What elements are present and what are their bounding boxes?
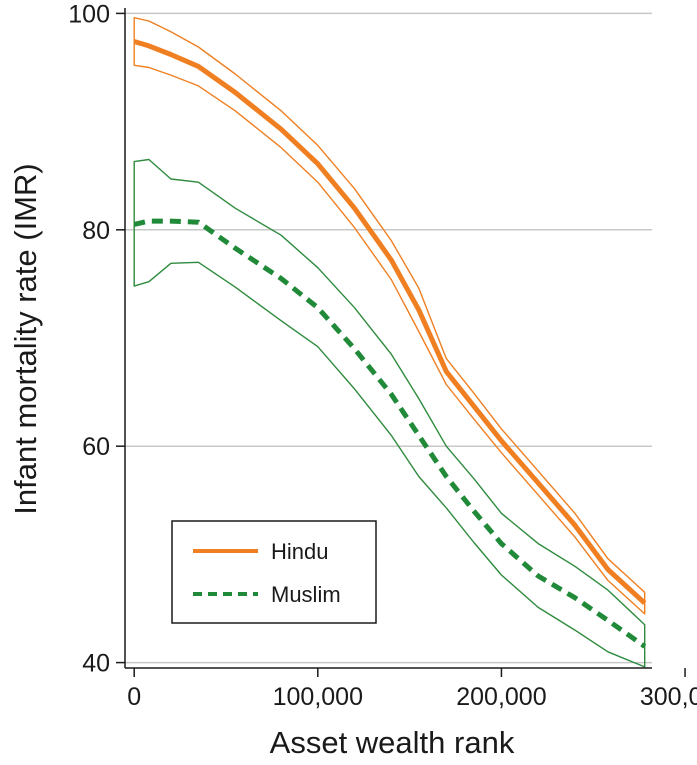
ci-band-hindu (133, 17, 646, 615)
legend-label-muslim: Muslim (271, 582, 341, 607)
legend-box (171, 520, 377, 624)
x-tick-label: 200,000 (456, 683, 546, 711)
series-line-hindu (133, 39, 647, 605)
series-layer (133, 17, 647, 668)
ci-band-muslim (133, 158, 646, 668)
x-tick-label: 100,000 (273, 683, 363, 711)
ticks: 40 60 80 100 0 100,000 200,000 300,000 (68, 0, 697, 711)
legend-label-hindu: Hindu (271, 539, 328, 564)
series-line-muslim (133, 218, 647, 649)
y-tick-label: 60 (82, 433, 110, 461)
x-axis-title: Asset wealth rank (270, 725, 515, 760)
y-tick-label: 100 (68, 0, 110, 28)
y-tick-label: 80 (82, 217, 110, 245)
y-axis-title: Infant mortality rate (IMR) (8, 163, 43, 514)
legend: Hindu Muslim (171, 520, 377, 624)
x-tick-label: 0 (127, 683, 141, 711)
y-tick-label: 40 (82, 650, 110, 678)
x-tick-label: 300,000 (640, 683, 697, 711)
